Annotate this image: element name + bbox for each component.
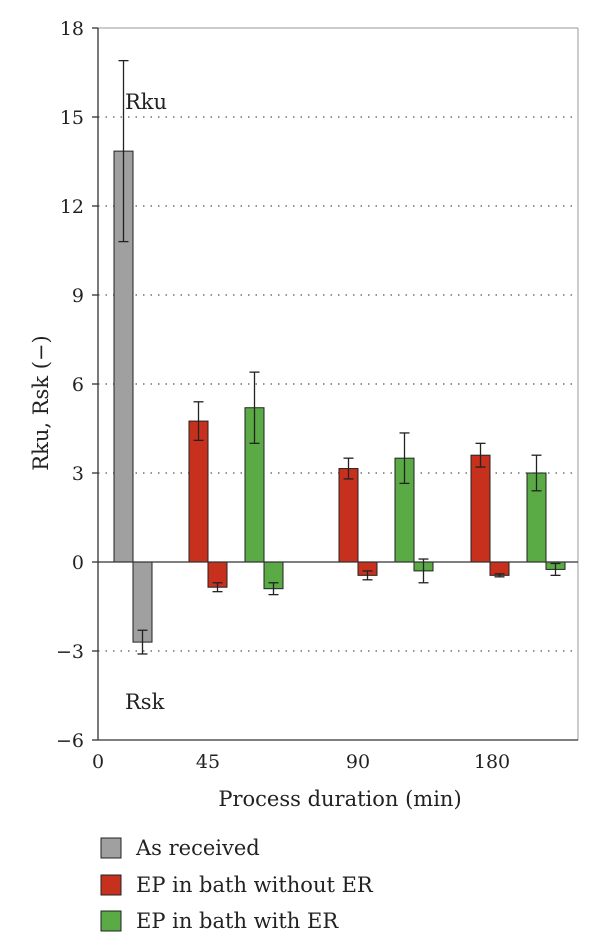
grid-lines [98, 116, 578, 652]
y-tick-label: 0 [72, 552, 84, 574]
axes [92, 27, 579, 741]
y-tick-label: 6 [72, 374, 84, 396]
y-tick-label: 18 [60, 18, 84, 40]
legend-swatch [100, 837, 122, 859]
bar-rku [188, 420, 209, 563]
bars [113, 150, 566, 643]
annotation-rku: Rku [125, 90, 167, 114]
error-bars [118, 59, 561, 655]
legend: As received EP in bath without ER EP in ba… [100, 836, 374, 933]
bar-rku [338, 468, 359, 563]
legend-label: EP in bath without ER [136, 873, 374, 897]
legend-label: EP in bath with ER [136, 909, 339, 933]
y-axis-title: Rku, Rsk (−) [29, 335, 53, 470]
x-tick-label: 90 [346, 751, 370, 773]
legend-swatch [100, 874, 122, 896]
x-tick-label: 180 [474, 751, 510, 773]
y-tick-label: 12 [60, 196, 84, 218]
y-tick-label: 9 [72, 285, 84, 307]
x-tick-label: 45 [196, 751, 220, 773]
legend-label: As received [135, 836, 260, 860]
bar-rku [470, 454, 491, 563]
y-tick-label: 15 [60, 107, 84, 129]
annotation-rsk: Rsk [125, 690, 165, 714]
x-axis-title: Process duration (min) [218, 787, 461, 811]
y-tick-label: 3 [72, 463, 84, 485]
legend-swatch [100, 910, 122, 932]
y-tick-label: −6 [56, 730, 84, 752]
y-tick-label: −3 [56, 641, 84, 663]
x-tick-label: 0 [92, 751, 104, 773]
